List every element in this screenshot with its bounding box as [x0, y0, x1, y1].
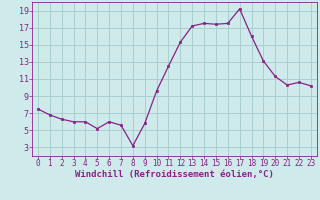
X-axis label: Windchill (Refroidissement éolien,°C): Windchill (Refroidissement éolien,°C)	[75, 170, 274, 179]
